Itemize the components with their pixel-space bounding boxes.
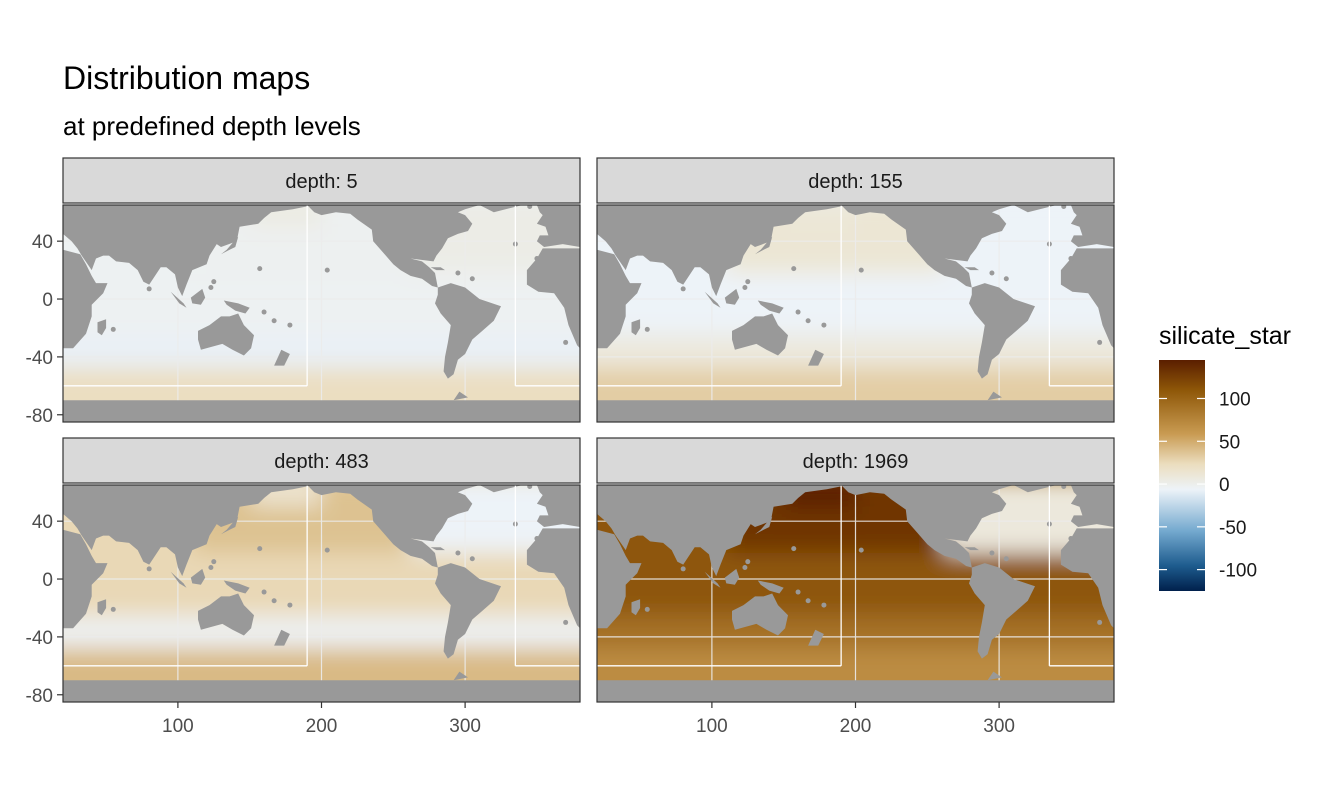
chart-title: Distribution maps [63, 60, 311, 96]
x-tick-label: 100 [162, 716, 194, 737]
facet-strip-label: depth: 155 [808, 171, 903, 193]
y-tick-label: -40 [26, 348, 53, 369]
x-tick-label: 300 [449, 716, 481, 737]
legend-title: silicate_star [1159, 322, 1291, 350]
facet-strip-label: depth: 5 [285, 171, 357, 193]
facet-strip-label: depth: 483 [274, 451, 369, 473]
x-tick-label: 200 [840, 716, 872, 737]
y-tick-label: -80 [26, 406, 53, 427]
facet-strip-label: depth: 1969 [803, 451, 909, 473]
facet-strip [596, 437, 1115, 484]
chart-subtitle: at predefined depth levels [63, 111, 361, 141]
legend-tick-label: 100 [1219, 390, 1251, 411]
y-tick-label: -80 [26, 686, 53, 707]
legend-tick-label: 0 [1219, 475, 1230, 496]
legend-tick-label: 50 [1219, 432, 1240, 453]
legend-tick-label: -100 [1219, 561, 1257, 582]
y-tick-label: 0 [42, 290, 53, 311]
facet-strip [62, 157, 581, 204]
y-tick-label: -40 [26, 628, 53, 649]
y-tick-label: 40 [32, 232, 53, 253]
facet-strip [596, 157, 1115, 204]
x-tick-label: 100 [696, 716, 728, 737]
y-tick-label: 40 [32, 512, 53, 533]
facet-panel: depth: 1969 [596, 437, 1115, 703]
facet-strip [62, 437, 581, 484]
facet-panel: depth: 155 [596, 157, 1115, 423]
y-tick-label: 0 [42, 570, 53, 591]
legend-colorbar [1159, 360, 1205, 591]
legend-tick-label: -50 [1219, 518, 1246, 539]
x-tick-label: 300 [983, 716, 1015, 737]
x-tick-label: 200 [306, 716, 338, 737]
color-legend: silicate_star 100 50 0 -50 -100 [1159, 322, 1291, 591]
facet-panel: depth: 483 [62, 437, 581, 703]
facet-panel: depth: 5 [62, 157, 581, 423]
